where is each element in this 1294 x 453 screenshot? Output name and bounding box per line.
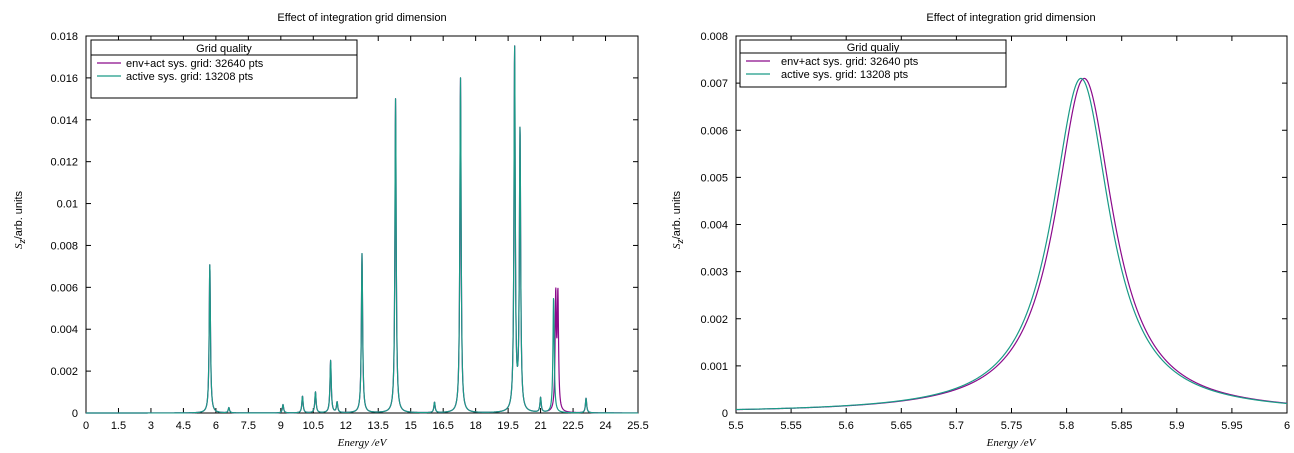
left-x-tick-label: 1.5 bbox=[111, 420, 126, 432]
left-y-tick-label: 0.018 bbox=[50, 31, 78, 43]
right-y-axis-label: Sz/arb. units bbox=[671, 190, 686, 249]
left-y-tick-label: 0.01 bbox=[57, 199, 78, 211]
right-y-tick-label: 0.001 bbox=[700, 361, 728, 373]
left-y-tick-label: 0.002 bbox=[50, 366, 78, 378]
right-y-tick-label: 0.008 bbox=[700, 31, 728, 43]
left-x-tick-label: 22.5 bbox=[562, 420, 583, 432]
left-x-tick-label: 12 bbox=[340, 420, 352, 432]
right-y-tick-label: 0.006 bbox=[700, 125, 728, 137]
right-x-tick-label: 5.7 bbox=[949, 420, 964, 432]
right-y-tick-label: 0.004 bbox=[700, 220, 728, 232]
left-series-line-2 bbox=[85, 45, 639, 414]
right-legend-label-series-1: env+act sys. grid: 32640 pts bbox=[781, 56, 919, 68]
right-x-tick-label: 5.65 bbox=[891, 420, 912, 432]
right-y-tick-label: 0.005 bbox=[700, 172, 728, 184]
left-y-tick-label: 0.004 bbox=[50, 324, 78, 336]
right-legend: Grid qualiy env+act sys. grid: 32640 pts… bbox=[739, 39, 1007, 88]
left-x-tick-label: 0 bbox=[83, 420, 89, 432]
right-x-tick-label: 5.95 bbox=[1221, 420, 1242, 432]
right-chart-title: Effect of integration grid dimension bbox=[926, 12, 1095, 24]
right-y-tick-label: 0.002 bbox=[700, 314, 728, 326]
right-series-line-2 bbox=[735, 77, 1288, 411]
left-x-tick-label: 10.5 bbox=[303, 420, 324, 432]
left-chart: Effect of integration grid dimension 0 1.… bbox=[13, 12, 649, 449]
left-x-tick-label: 7.5 bbox=[241, 420, 256, 432]
right-legend-title: Grid qualiy bbox=[847, 42, 900, 54]
right-y-tick-label: 0 bbox=[722, 408, 728, 420]
right-x-tick-label: 5.5 bbox=[728, 420, 743, 432]
left-y-tick-label: 0.014 bbox=[50, 115, 78, 127]
left-y-tick-label: 0.008 bbox=[50, 240, 78, 252]
left-legend-box bbox=[90, 39, 358, 99]
left-y-tick-label: 0.006 bbox=[50, 282, 78, 294]
right-y-tick-label: 0.007 bbox=[700, 78, 728, 90]
right-chart: Effect of integration grid dimension 5.5… bbox=[671, 12, 1290, 449]
left-x-tick-label: 16.5 bbox=[432, 420, 453, 432]
left-x-tick-label: 13.5 bbox=[368, 420, 389, 432]
right-x-tick-label: 5.6 bbox=[839, 420, 854, 432]
left-x-tick-label: 15 bbox=[405, 420, 417, 432]
left-y-tick-label: 0.016 bbox=[50, 73, 78, 85]
left-x-tick-label: 18 bbox=[470, 420, 482, 432]
left-x-tick-label: 9 bbox=[278, 420, 284, 432]
left-x-tick-label: 19.5 bbox=[497, 420, 518, 432]
right-x-tick-label: 5.8 bbox=[1059, 420, 1074, 432]
left-plot-area: 0 1.5 3 4.5 6 7.5 9 10.5 12 13.5 15 16.5 18 19.5 21 22.… bbox=[50, 31, 648, 432]
left-x-tick-label: 3 bbox=[148, 420, 154, 432]
right-plot-frame bbox=[735, 35, 1288, 414]
left-x-axis-label: Energy /eV bbox=[337, 437, 388, 449]
right-series-line-1 bbox=[735, 77, 1288, 411]
left-legend-label-series-1: env+act sys. grid: 32640 pts bbox=[126, 58, 264, 70]
left-series-line-1 bbox=[85, 45, 639, 414]
right-y-tick-label: 0.003 bbox=[700, 267, 728, 279]
right-plot-area: 5.5 5.55 5.6 5.65 5.7 5.75 5.8 5.85 5.9 5.95 6 0 0.0… bbox=[700, 31, 1290, 432]
left-plot-frame bbox=[85, 35, 639, 414]
left-legend-title: Grid quality bbox=[196, 43, 252, 55]
right-x-tick-label: 5.55 bbox=[780, 420, 801, 432]
left-x-tick-label: 6 bbox=[213, 420, 219, 432]
left-chart-title: Effect of integration grid dimension bbox=[277, 12, 446, 24]
right-x-tick-label: 5.9 bbox=[1169, 420, 1184, 432]
left-x-tick-label: 25.5 bbox=[627, 420, 648, 432]
right-legend-box bbox=[739, 39, 1007, 88]
left-y-axis-label: Sz/arb. units bbox=[13, 190, 28, 249]
right-x-tick-label: 5.75 bbox=[1001, 420, 1022, 432]
right-legend-label-series-2: active sys. grid: 13208 pts bbox=[781, 69, 909, 81]
left-y-tick-label: 0.012 bbox=[50, 157, 78, 169]
right-x-axis-label: Energy /eV bbox=[986, 437, 1037, 449]
left-x-tick-label: 4.5 bbox=[176, 420, 191, 432]
right-x-tick-label: 5.85 bbox=[1111, 420, 1132, 432]
left-legend-label-series-2: active sys. grid: 13208 pts bbox=[126, 71, 254, 83]
left-x-tick-label: 24 bbox=[599, 420, 611, 432]
left-y-tick-label: 0 bbox=[72, 408, 78, 420]
right-x-tick-label: 6 bbox=[1284, 420, 1290, 432]
left-legend: Grid quality env+act sys. grid: 32640 pt… bbox=[90, 39, 358, 99]
left-x-tick-label: 21 bbox=[534, 420, 546, 432]
